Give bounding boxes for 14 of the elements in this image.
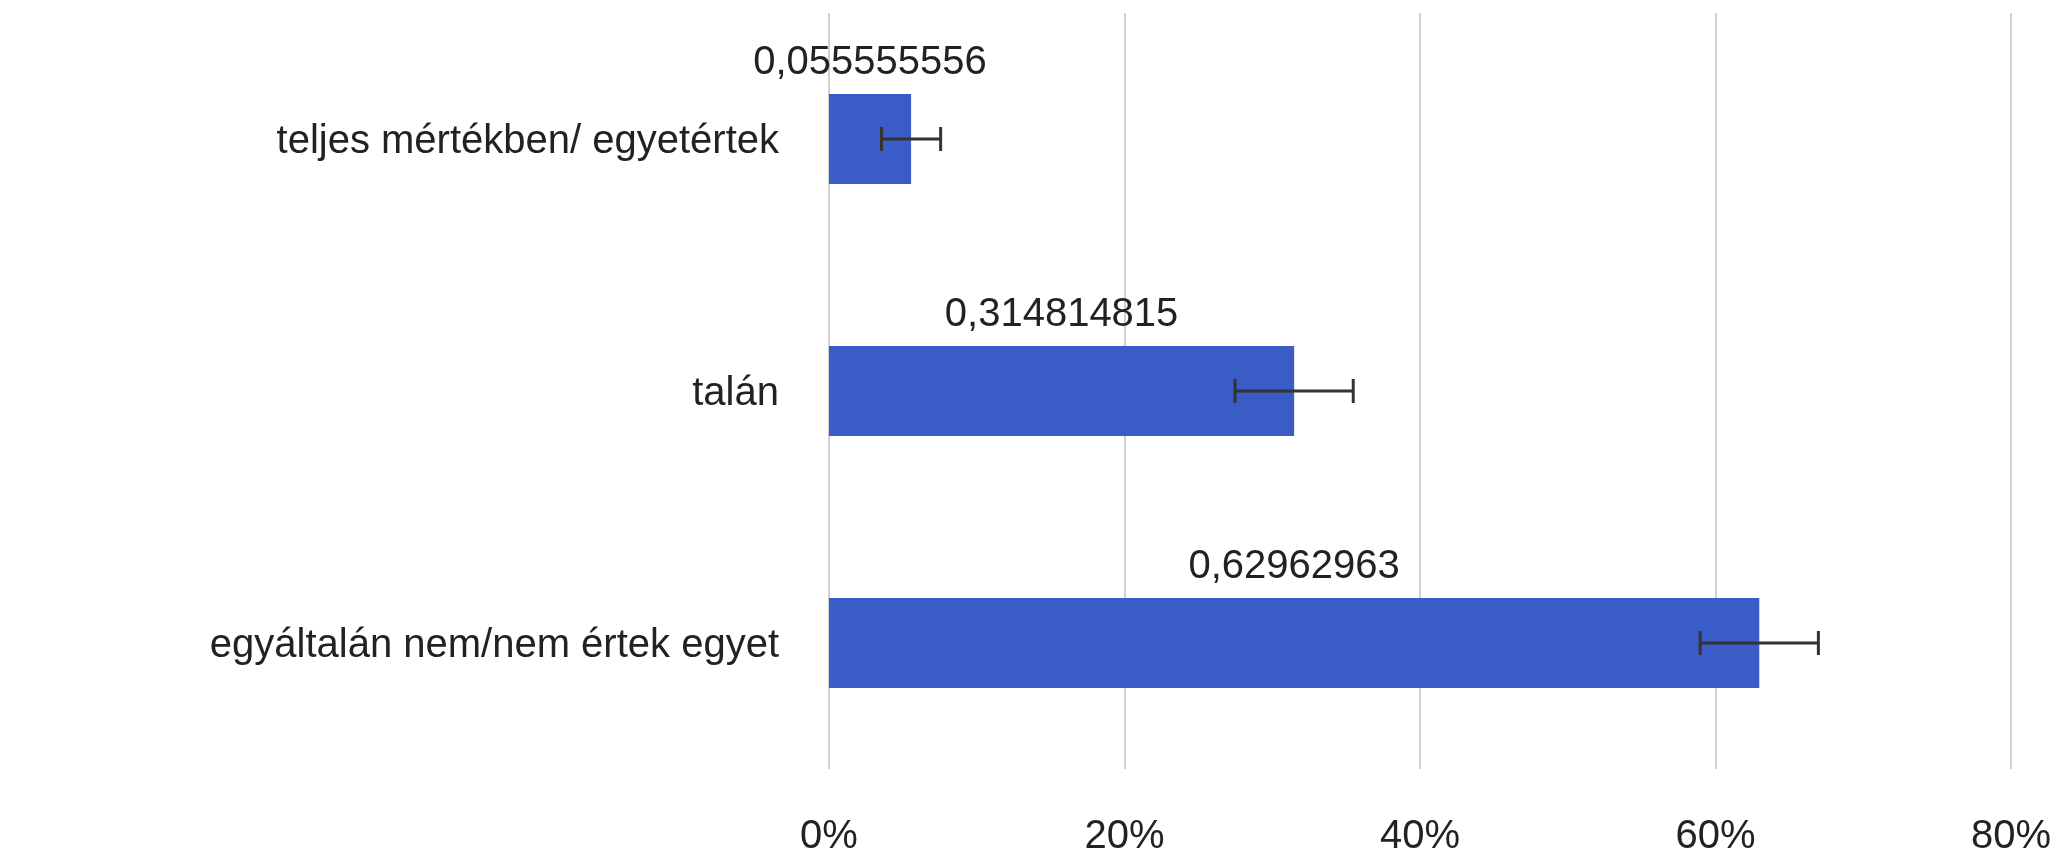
y-tick-label: teljes mértékben/ egyetértek bbox=[276, 117, 780, 161]
y-tick-label: egyáltalán nem/nem értek egyet bbox=[209, 621, 779, 665]
data-label: 0,62962963 bbox=[1188, 542, 1400, 586]
x-tick-label: 80% bbox=[1970, 812, 2052, 856]
bar bbox=[829, 94, 912, 184]
y-tick-label: talán bbox=[692, 369, 779, 413]
x-tick-label: 20% bbox=[1084, 812, 1165, 856]
data-label: 0,055555556 bbox=[753, 38, 987, 82]
x-tick-label: 0% bbox=[800, 812, 858, 856]
bar bbox=[829, 346, 1295, 436]
data-label: 0,314814815 bbox=[944, 290, 1179, 334]
x-tick-label: 60% bbox=[1675, 812, 1756, 856]
x-tick-label: 40% bbox=[1379, 812, 1461, 856]
bar bbox=[829, 598, 1760, 688]
